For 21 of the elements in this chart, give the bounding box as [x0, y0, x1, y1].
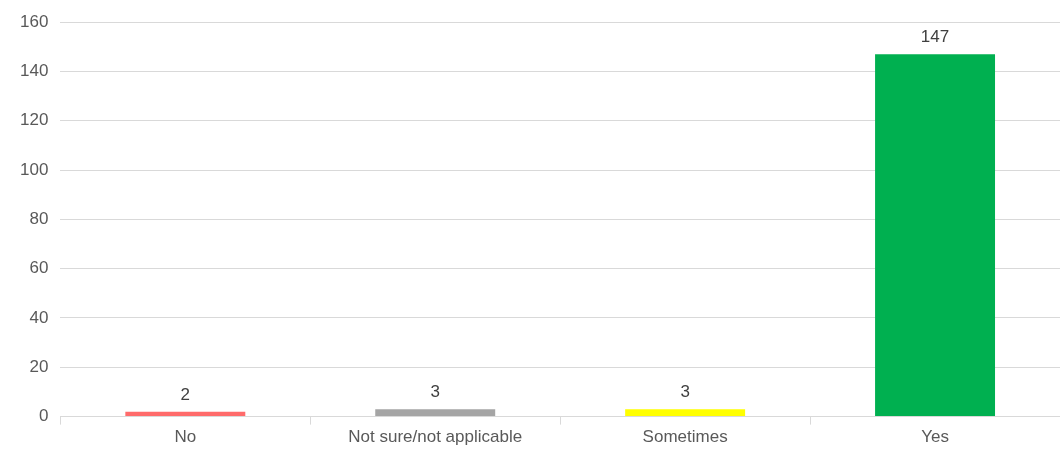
- y-tick-label: 40: [29, 307, 49, 327]
- x-tick-label: Yes: [921, 427, 949, 447]
- data-label: 3: [680, 382, 690, 402]
- y-tick-label: 100: [19, 159, 49, 179]
- y-tick-label: 160: [19, 11, 49, 31]
- y-tick-label: 80: [29, 209, 49, 229]
- bar: [125, 411, 246, 417]
- y-tick-label: 0: [38, 406, 49, 426]
- y-tick-label: 60: [29, 258, 49, 278]
- x-tick-label: Not sure/not applicable: [348, 427, 523, 447]
- x-tick-label: Sometimes: [642, 427, 728, 447]
- data-label: 147: [920, 27, 950, 47]
- data-label: 2: [180, 384, 191, 404]
- bar: [375, 409, 496, 417]
- y-tick-label: 140: [19, 61, 49, 81]
- y-tick-label: 120: [19, 110, 49, 130]
- data-label: 3: [430, 382, 440, 402]
- bar: [625, 409, 746, 417]
- bar: [875, 54, 996, 417]
- y-tick-label: 20: [29, 356, 49, 376]
- x-tick-label: No: [174, 427, 197, 447]
